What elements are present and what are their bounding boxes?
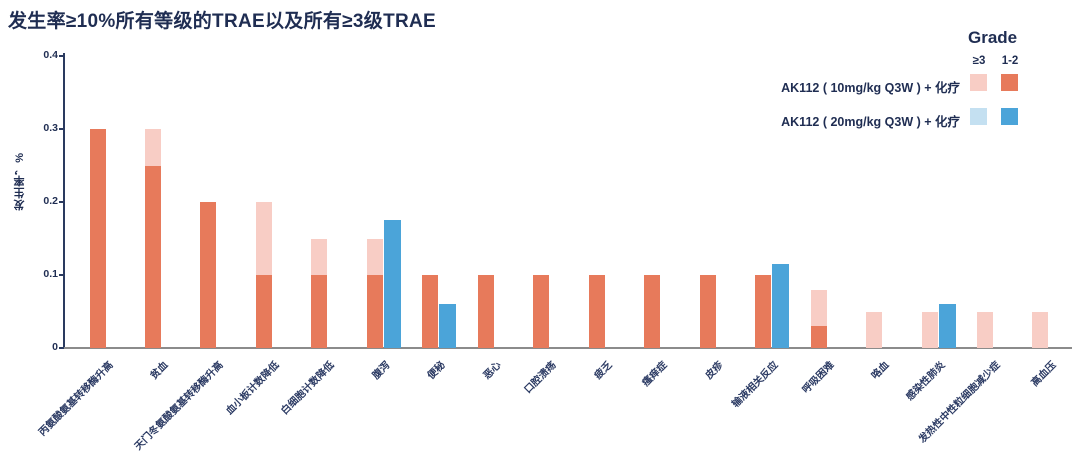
y-tick-label: 0 xyxy=(52,341,58,353)
bar-12-10mg-grade12 xyxy=(755,275,772,348)
x-axis-label: 瘙痒症 xyxy=(640,359,670,389)
bar-8-10mg-grade12 xyxy=(533,275,550,348)
bar-5-10mg-grade12 xyxy=(366,275,383,348)
x-axis-label: 贫血 xyxy=(148,359,171,382)
legend-label-ak112-20mg: AK112 ( 20mg/kg Q3W ) + 化疗 xyxy=(781,115,960,129)
x-axis-label: 白细胞计数降低 xyxy=(279,359,337,418)
y-tick-label: 0.2 xyxy=(43,195,58,207)
bar-15-20mg-grade12 xyxy=(938,304,956,348)
x-axis-label: 恶心 xyxy=(481,359,504,382)
y-tick-mark xyxy=(59,128,64,130)
y-tick-label: 0.3 xyxy=(43,122,58,134)
x-axis-label: 便秘 xyxy=(426,359,448,382)
legend: Grade ≥3 1-2 AK112 ( 10mg/kg Q3W ) + 化疗 … xyxy=(780,28,1070,138)
y-tick-mark xyxy=(59,274,64,276)
legend-column-grade3: ≥3 xyxy=(972,55,986,67)
bar-12-20mg-grade12 xyxy=(772,264,790,348)
x-axis-label: 血小板计数降低 xyxy=(224,359,282,418)
chart-title: 发生率≥10%所有等级的TRAE以及所有≥3级TRAE xyxy=(8,11,436,32)
bar-6-10mg-grade12 xyxy=(422,275,439,348)
bar-13-10mg-grade12 xyxy=(810,326,827,348)
bar-1-10mg-grade3plus xyxy=(144,129,161,166)
x-axis-label: 口腔溃疡 xyxy=(522,359,559,396)
legend-title: Grade xyxy=(968,28,1018,47)
y-axis-line xyxy=(63,53,65,349)
legend-swatch-20mg-grade3 xyxy=(970,108,987,125)
x-axis-label: 疲乏 xyxy=(592,359,615,382)
x-axis-label: 输液相关反应 xyxy=(730,359,781,411)
x-axis-label: 天门冬氨酸氨基转移酶升高 xyxy=(133,359,227,453)
bar-5-10mg-grade3plus xyxy=(366,238,383,275)
bar-3-10mg-grade12 xyxy=(255,275,272,348)
bar-2-10mg-grade12 xyxy=(200,202,217,348)
bar-7-10mg-grade12 xyxy=(477,275,494,348)
x-axis-label: 咯血 xyxy=(869,359,892,382)
x-axis-label: 高血压 xyxy=(1029,359,1059,389)
x-axis-label: 感染性肺炎 xyxy=(904,359,948,403)
bar-17-10mg-grade3plus xyxy=(1032,311,1049,348)
y-tick-mark xyxy=(59,201,64,203)
bar-9-10mg-grade12 xyxy=(588,275,605,348)
x-axis-label: 呼吸困难 xyxy=(800,359,837,396)
bar-16-10mg-grade3plus xyxy=(977,311,994,348)
x-axis-label: 腹泻 xyxy=(370,359,393,382)
bar-5-20mg-grade12 xyxy=(383,220,401,348)
bar-13-10mg-grade3plus xyxy=(810,289,827,327)
x-axis-label: 丙氨酸氨基转移酶升高 xyxy=(36,359,116,439)
y-tick-mark xyxy=(59,55,64,57)
legend-swatch-10mg-grade3 xyxy=(970,74,987,91)
y-tick-label: 0.1 xyxy=(43,268,58,280)
bar-1-10mg-grade12 xyxy=(144,165,161,348)
bar-3-10mg-grade3plus xyxy=(255,202,272,275)
bar-11-10mg-grade12 xyxy=(699,275,716,348)
x-axis-label: 皮疹 xyxy=(703,359,726,382)
legend-swatch-20mg-grade12 xyxy=(1001,108,1018,125)
bar-4-10mg-grade3plus xyxy=(311,238,328,275)
bar-14-10mg-grade3plus xyxy=(866,311,883,348)
bar-10-10mg-grade12 xyxy=(644,275,661,348)
bar-15-10mg-grade3plus xyxy=(921,311,938,348)
bar-0-10mg-grade12 xyxy=(89,129,106,348)
legend-label-ak112-10mg: AK112 ( 10mg/kg Q3W ) + 化疗 xyxy=(781,81,960,95)
bar-6-20mg-grade12 xyxy=(439,304,457,348)
bar-4-10mg-grade12 xyxy=(311,275,328,348)
legend-swatch-10mg-grade12 xyxy=(1001,74,1018,91)
x-axis-line xyxy=(63,347,1072,349)
y-tick-label: 0.4 xyxy=(43,49,58,61)
legend-column-grade12: 1-2 xyxy=(1001,55,1019,67)
y-tick-mark xyxy=(59,347,64,349)
